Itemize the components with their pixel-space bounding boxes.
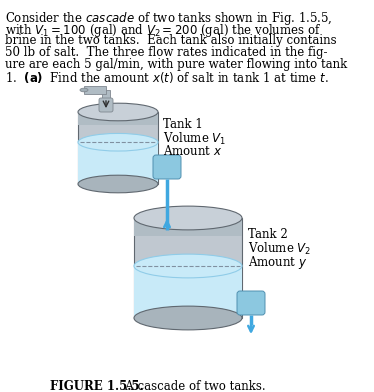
Bar xyxy=(102,90,110,106)
Text: Amount $y$: Amount $y$ xyxy=(248,254,307,271)
Bar xyxy=(78,112,158,125)
Text: 50 lb of salt.  The three flow rates indicated in the fig-: 50 lb of salt. The three flow rates indi… xyxy=(5,46,328,59)
Text: Consider the $\it{cascade}$ of two tanks shown in Fig. 1.5.5,: Consider the $\it{cascade}$ of two tanks… xyxy=(5,10,332,27)
Text: brine in the two tanks.  Each tank also initially contains: brine in the two tanks. Each tank also i… xyxy=(5,34,337,47)
Bar xyxy=(78,112,158,184)
FancyBboxPatch shape xyxy=(237,291,265,315)
Ellipse shape xyxy=(134,306,242,330)
Ellipse shape xyxy=(78,175,158,193)
Text: Tank 2: Tank 2 xyxy=(248,228,288,241)
Ellipse shape xyxy=(134,206,242,230)
Bar xyxy=(78,142,158,184)
Bar xyxy=(134,218,242,318)
Text: FIGURE 1.5.5.: FIGURE 1.5.5. xyxy=(50,380,144,392)
Text: Volume $V_1$: Volume $V_1$ xyxy=(163,131,226,147)
Text: Amount $x$: Amount $x$ xyxy=(163,144,223,158)
Bar xyxy=(134,218,242,236)
Text: Volume $V_2$: Volume $V_2$ xyxy=(248,241,311,257)
Text: 1.  $\mathbf{(a)}$  Find the amount $x(t)$ of salt in tank 1 at time $t$.: 1. $\mathbf{(a)}$ Find the amount $x(t)$… xyxy=(5,70,329,85)
Text: A cascade of two tanks.: A cascade of two tanks. xyxy=(114,380,266,392)
FancyBboxPatch shape xyxy=(153,155,181,179)
Bar xyxy=(134,266,242,318)
Text: ure are each 5 gal/min, with pure water flowing into tank: ure are each 5 gal/min, with pure water … xyxy=(5,58,347,71)
Ellipse shape xyxy=(80,88,88,92)
Ellipse shape xyxy=(78,103,158,121)
Bar xyxy=(84,86,106,94)
FancyBboxPatch shape xyxy=(99,98,113,112)
Text: with $V_1 = 100$ (gal) and $V_2 = 200$ (gal) the volumes of: with $V_1 = 100$ (gal) and $V_2 = 200$ (… xyxy=(5,22,321,39)
Ellipse shape xyxy=(134,254,242,278)
Ellipse shape xyxy=(78,133,158,151)
Text: Tank 1: Tank 1 xyxy=(163,118,203,131)
